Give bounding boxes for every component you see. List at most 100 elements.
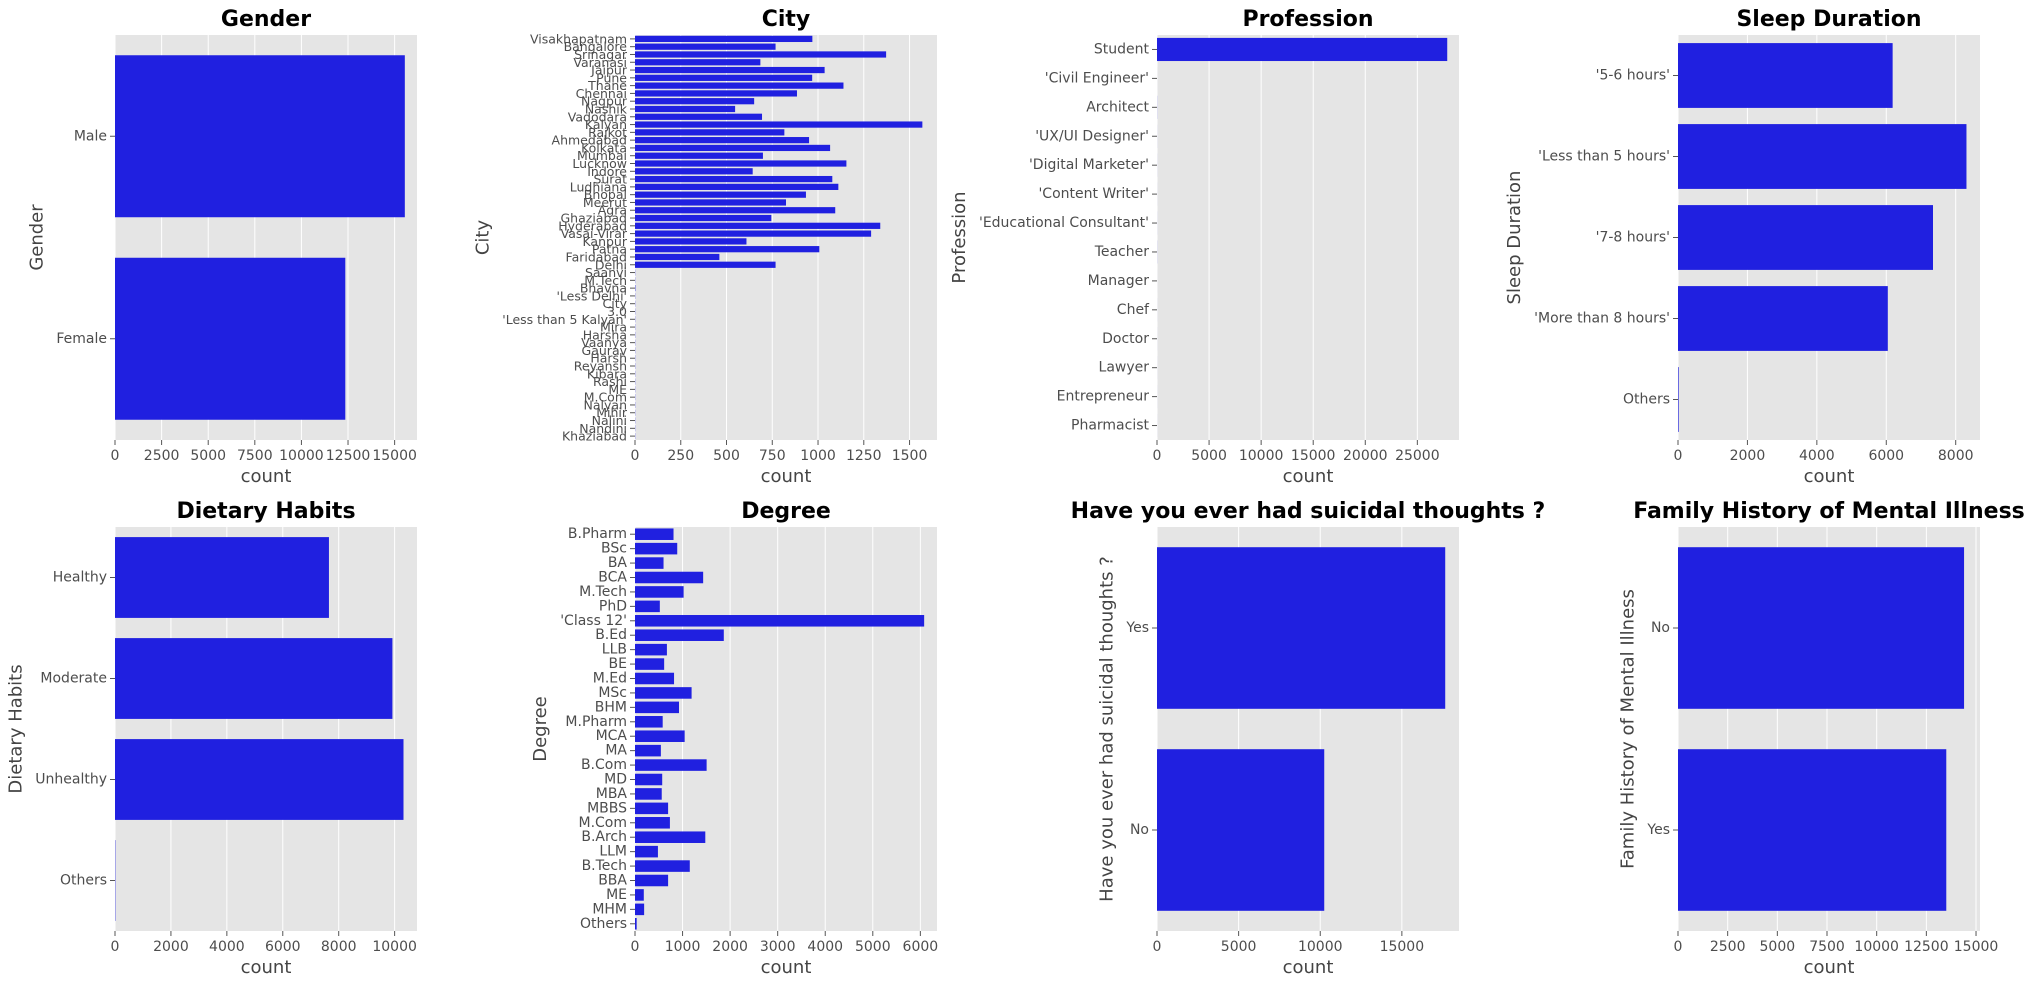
y-tick-label: Chef: [1117, 302, 1150, 318]
bar-vasai-virar: [635, 230, 872, 237]
y-tick-label: Lucknow: [572, 156, 627, 171]
y-tick-label: B.Com: [581, 757, 627, 773]
x-tick-label: 2000: [1730, 448, 1766, 464]
bar-hyderabad: [635, 222, 881, 229]
y-tick-label: Others: [580, 916, 627, 932]
y-tick-label: '7-8 hours': [1596, 230, 1670, 246]
bar-patna: [635, 246, 820, 253]
y-tick-label: Ludhiana: [570, 179, 627, 194]
bar-mba: [635, 788, 662, 800]
x-tick-label: 0: [1674, 448, 1683, 464]
y-tick-label: Jaipur: [590, 63, 628, 78]
y-axis-label: Dietary Habits: [5, 664, 26, 793]
bar-kanpur: [635, 238, 747, 245]
x-tick-label: 12500: [326, 448, 371, 464]
y-tick-label: Architect: [1086, 99, 1149, 115]
x-axis-label: count: [761, 466, 812, 487]
panel-gender: Male Female 0 2500 5000 7500 10000 12500 15000 Ge…: [26, 7, 417, 487]
y-tick-label: Ahmedabad: [552, 133, 627, 148]
y-tick-label: Thane: [587, 78, 627, 93]
y-tick-label: No: [1651, 620, 1670, 636]
bar-agra: [635, 207, 836, 214]
y-tick-label: Gaurav: [582, 343, 628, 358]
chart-title: Family History of Mental Illness: [1633, 499, 2024, 524]
y-tick-label: ME: [608, 382, 627, 397]
x-tick-label: 5000: [1760, 939, 1796, 955]
bar-mumbai: [635, 152, 763, 159]
y-tick-label: Faridabad: [566, 249, 627, 264]
bar-bhopal: [635, 191, 806, 198]
y-tick-label: Manager: [1088, 273, 1150, 289]
bar-mca: [635, 730, 685, 742]
y-tick-label: Nandini: [579, 421, 627, 436]
y-tick-label: M.Ed: [593, 671, 627, 687]
x-tick-label: 1000: [800, 448, 836, 464]
bar-md: [635, 773, 663, 786]
x-tick-label: 4000: [1799, 448, 1835, 464]
y-tick-label: BCA: [598, 570, 627, 586]
x-tick-label: 750: [759, 448, 786, 464]
y-tick-label: M.Pharm: [565, 714, 627, 730]
y-tick-label: 'Educational Consultant': [979, 215, 1149, 231]
bar-unhealthy: [115, 739, 404, 820]
bar-phd: [635, 600, 660, 613]
y-tick-label: Others: [60, 873, 107, 889]
x-axis-label: count: [1283, 466, 1334, 487]
y-tick-label: Bhavna: [580, 281, 627, 296]
panel-family-history-of-mental-illness: No Yes 0 2500 5000 7500 10000 12500 15000 Family …: [1617, 499, 2024, 978]
x-axis-label: count: [1804, 466, 1855, 487]
x-tick-label: 15000: [1954, 939, 1999, 955]
panel-have-you-ever-had-suicidal-thoughts: Yes No 0 5000 10000 15000 Have you ever had su…: [1071, 499, 1546, 978]
bar-llb: [635, 643, 667, 656]
bar-m-pharm: [635, 716, 663, 728]
y-tick-label: Harsh: [590, 351, 627, 366]
y-tick-label: Vadodara: [568, 109, 627, 124]
bar-m-tech: [635, 586, 684, 598]
y-tick-label: Others: [1623, 392, 1670, 408]
y-tick-label: Varanasi: [573, 55, 627, 70]
x-tick-label: 2500: [144, 448, 180, 464]
bar-b-arch: [635, 831, 706, 843]
bar-ahmedabad: [635, 137, 810, 144]
chart-title: City: [762, 7, 811, 32]
y-tick-label: LLB: [602, 642, 627, 658]
bar-b-tech: [635, 860, 690, 872]
x-tick-label: 5000: [855, 939, 891, 955]
bar-indore: [635, 168, 753, 175]
y-tick-label: City: [603, 296, 628, 311]
y-tick-label: Yes: [1646, 822, 1670, 838]
x-tick-label: 20000: [1343, 448, 1388, 464]
y-axis-label: Sleep Duration: [1504, 171, 1525, 305]
y-tick-label: Bhopal: [584, 187, 627, 202]
x-tick-label: 0: [631, 939, 640, 955]
x-tick-label: 2000: [153, 939, 189, 955]
bar-others: [1678, 367, 1679, 432]
bar-faridabad: [635, 253, 720, 261]
y-tick-label: Bangalore: [564, 39, 628, 54]
y-tick-label: Pune: [596, 70, 627, 85]
y-tick-label: Mihir: [596, 405, 628, 420]
y-tick-label: ME: [606, 887, 627, 903]
bar-mhm: [635, 903, 645, 916]
panel-city: VisakhapatnamBangaloreSrinagarVaranasiJa…: [472, 7, 937, 487]
y-tick-label: Rashi: [593, 374, 627, 389]
y-tick-label: Vaanya: [581, 335, 627, 350]
x-tick-label: 3000: [760, 939, 796, 955]
y-tick-label: MCA: [596, 728, 628, 744]
bar-bba: [635, 874, 669, 887]
x-axis-label: count: [1283, 957, 1334, 978]
bar-7-8-hours: [1678, 205, 1933, 270]
y-tick-label: 'Digital Marketer': [1029, 157, 1149, 173]
y-tick-label: Kalyan: [585, 117, 627, 132]
y-tick-label: 'Content Writer': [1038, 186, 1149, 202]
y-tick-label: Mumbai: [577, 148, 627, 163]
x-tick-label: 25000: [1395, 448, 1440, 464]
x-tick-label: 6000: [1868, 448, 1904, 464]
y-tick-label: Lawyer: [1099, 360, 1150, 376]
y-tick-label: Teacher: [1094, 244, 1150, 260]
y-tick-label: Harsha: [583, 327, 627, 342]
y-tick-label: Surat: [593, 172, 627, 187]
y-axis-label: Family History of Mental Illness: [1617, 589, 1638, 869]
y-tick-label: Nagpur: [581, 94, 628, 109]
